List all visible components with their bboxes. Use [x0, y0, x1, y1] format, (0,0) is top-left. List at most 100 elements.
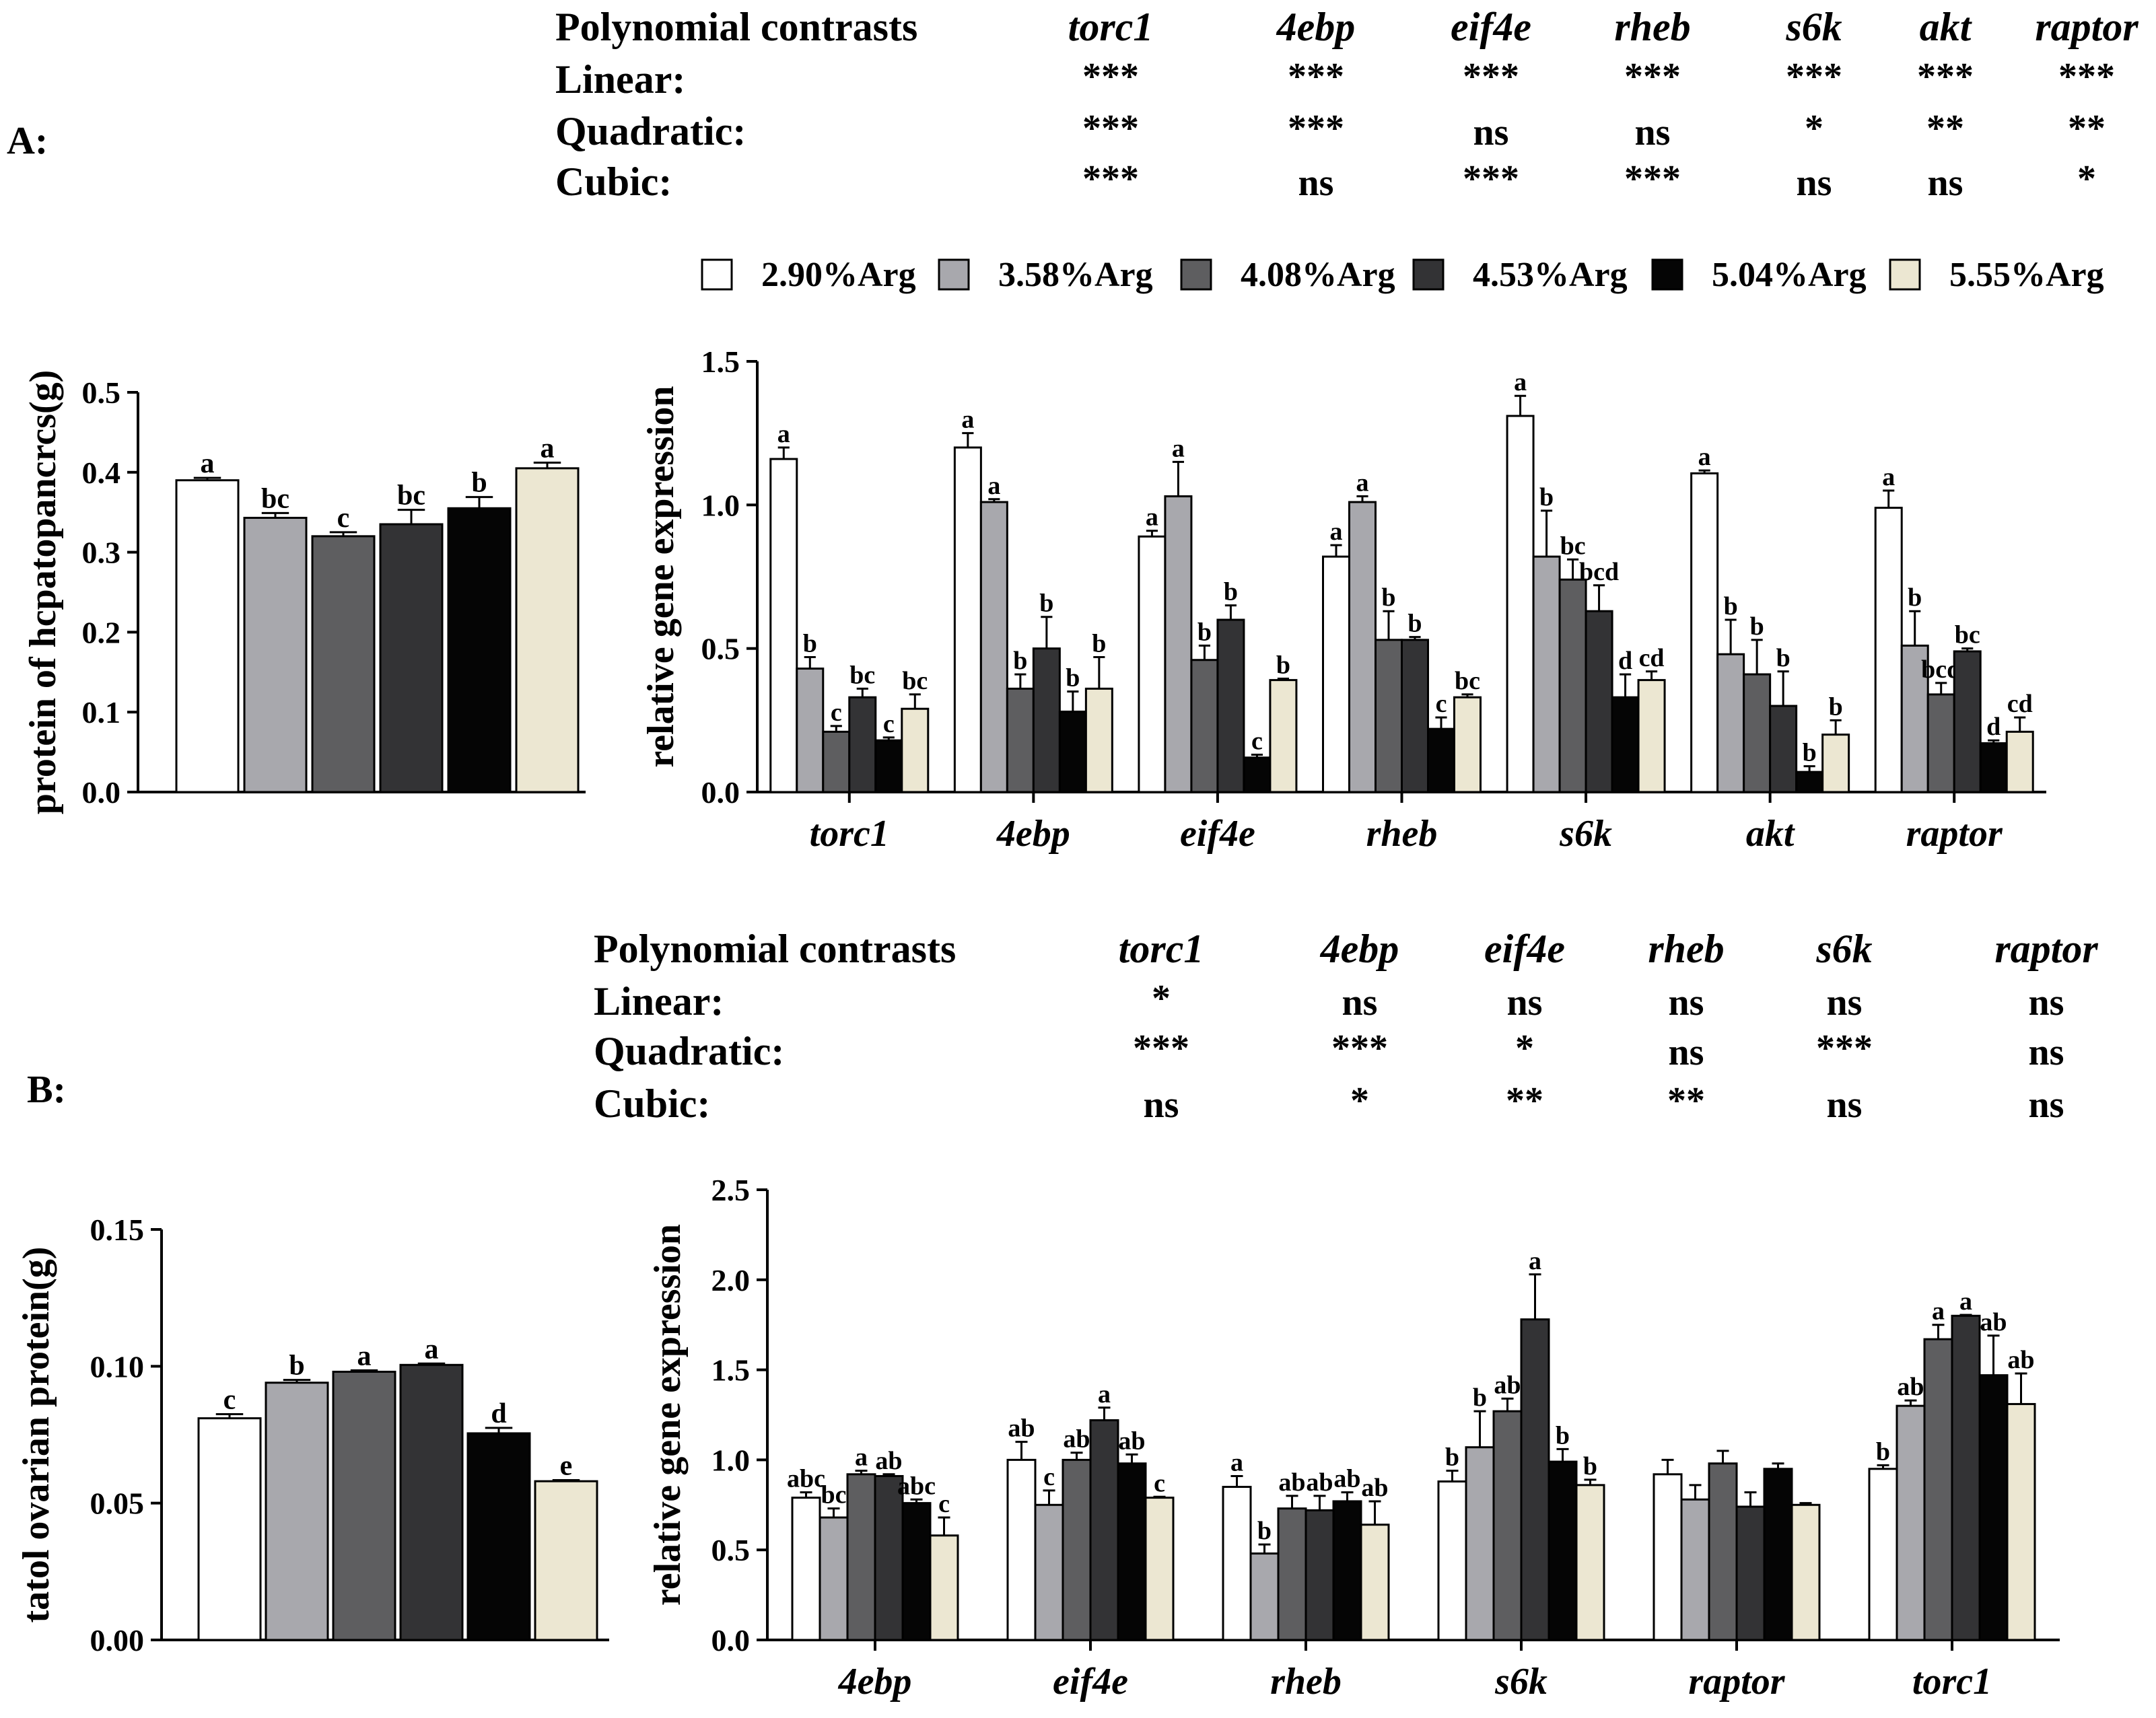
bar — [447, 507, 512, 793]
bar — [1680, 1498, 1710, 1641]
significance-letter: c — [938, 1490, 950, 1518]
bar — [1332, 1500, 1362, 1641]
contrast-value: ** — [1926, 108, 1964, 149]
contrast-gene-eif4e: eif4e — [1484, 927, 1565, 971]
bar — [1821, 733, 1850, 793]
significance-letter: a — [987, 472, 1000, 500]
legend-swatch-4 — [1651, 258, 1683, 291]
significance-letter: b — [1724, 592, 1738, 620]
bar — [1690, 472, 1719, 793]
significance-letter: d — [1986, 713, 2001, 741]
contrast-value: ns — [1473, 112, 1509, 153]
y-axis-label: protein of hcpatopancrcs(g) — [22, 370, 64, 815]
bar — [1190, 659, 1219, 793]
contrast-value: *** — [1288, 56, 1344, 98]
y-axis-label: tatol ovarian protein(g) — [15, 1247, 57, 1623]
bar — [1953, 650, 1982, 793]
significance-letter: a — [425, 1334, 439, 1365]
y-axis-label: relative gene expression — [647, 1224, 689, 1606]
contrast-gene-rheb: rheb — [1614, 5, 1690, 49]
significance-letter: bc — [261, 483, 289, 514]
contrast-row-label: Quadratic: — [594, 1029, 784, 1073]
bar — [1222, 1486, 1252, 1641]
hepatopancreas-protein-chart: 0.0 0.1 0.2 0.3 0.4 0.5 protein of hcpatopancr… — [22, 370, 586, 815]
significance-letter: cd — [2007, 690, 2033, 718]
significance-letter: b — [1776, 644, 1790, 672]
y-tick-label: 0.10 — [90, 1349, 145, 1384]
significance-letter: b — [1445, 1443, 1459, 1471]
contrast-row-label: Linear: — [594, 979, 724, 1024]
significance-letter: bc — [397, 480, 425, 511]
contrast-gene-s6k: s6k — [1785, 5, 1842, 49]
y-tick-label: 0.15 — [90, 1213, 145, 1247]
bar — [1269, 679, 1298, 793]
significance-letter: abc — [897, 1472, 936, 1500]
significance-letter: bc — [1455, 667, 1480, 695]
bar — [534, 1480, 598, 1641]
legend-swatch-2 — [1180, 258, 1212, 291]
significance-letter: c — [1251, 727, 1263, 756]
significance-letter: bc — [1560, 532, 1586, 560]
significance-letter: b — [803, 629, 817, 657]
bar — [874, 1474, 904, 1641]
significance-letter: a — [1698, 443, 1711, 471]
contrast-gene-4ebp: 4ebp — [1320, 927, 1399, 971]
significance-letter: bc — [902, 667, 928, 695]
contrast-row-label: Linear: — [555, 57, 685, 102]
significance-letter: a — [1932, 1297, 1945, 1326]
bar — [1084, 687, 1113, 793]
y-tick-label: 0.5 — [82, 375, 121, 410]
significance-letter: ab — [1278, 1468, 1305, 1497]
bar — [1978, 1374, 2009, 1641]
bar — [1716, 653, 1745, 793]
y-tick-label: 0.00 — [90, 1623, 145, 1657]
y-tick-label: 0.4 — [82, 456, 121, 490]
x-tick-label-4ebp: 4ebp — [996, 813, 1070, 855]
x-tick-label-eif4e: eif4e — [1053, 1661, 1128, 1703]
contrast-value: *** — [1082, 158, 1139, 200]
bar — [1427, 727, 1455, 793]
contrast-value: *** — [1463, 56, 1519, 98]
contrast-gene-akt: akt — [1920, 5, 1973, 49]
bar — [1735, 1505, 1766, 1641]
significance-letter: b — [1224, 578, 1238, 606]
bar — [1585, 610, 1613, 793]
bar — [1874, 507, 1903, 793]
significance-letter: a — [855, 1443, 868, 1471]
bar — [1868, 1468, 1898, 1641]
bar — [846, 1473, 876, 1641]
bar — [822, 730, 851, 793]
bar — [874, 739, 903, 793]
bar — [1401, 639, 1429, 793]
bar — [466, 1432, 531, 1641]
significance-letter: a — [1959, 1287, 1972, 1316]
contrast-value: ** — [1506, 1080, 1543, 1122]
bar — [1790, 1503, 1821, 1641]
y-tick-label: 0.3 — [82, 536, 121, 570]
significance-letter: a — [1146, 503, 1158, 532]
panel-label-b: B: — [27, 1067, 66, 1111]
contrast-value: * — [1350, 1080, 1369, 1122]
significance-letter: b — [1013, 647, 1027, 675]
significance-letter: a — [201, 448, 215, 479]
bar — [1743, 673, 1772, 793]
contrast-value: * — [1805, 108, 1823, 149]
bar — [1520, 1318, 1550, 1641]
bar — [1611, 696, 1640, 793]
bar — [1249, 1552, 1280, 1641]
bar — [1708, 1462, 1738, 1641]
significance-letter: b — [1829, 692, 1843, 721]
panel-label-a: A: — [7, 118, 48, 162]
contrast-value: ns — [1669, 1032, 1704, 1073]
legend-label-3: 4.53%Arg — [1473, 256, 1628, 294]
bar — [1575, 1484, 1605, 1641]
significance-letter: b — [1092, 629, 1106, 657]
significance-letter: c — [1436, 690, 1447, 718]
contrast-table-b: Polynomial contrasts torc1 4ebp eif4e rheb s6… — [594, 927, 2098, 1126]
contrast-header: Polynomial contrasts — [594, 927, 956, 971]
significance-letter: a — [541, 433, 555, 464]
legend-swatch-5 — [1889, 258, 1921, 291]
bar — [819, 1516, 849, 1641]
legend-label-5: 5.55%Arg — [1949, 256, 2104, 294]
